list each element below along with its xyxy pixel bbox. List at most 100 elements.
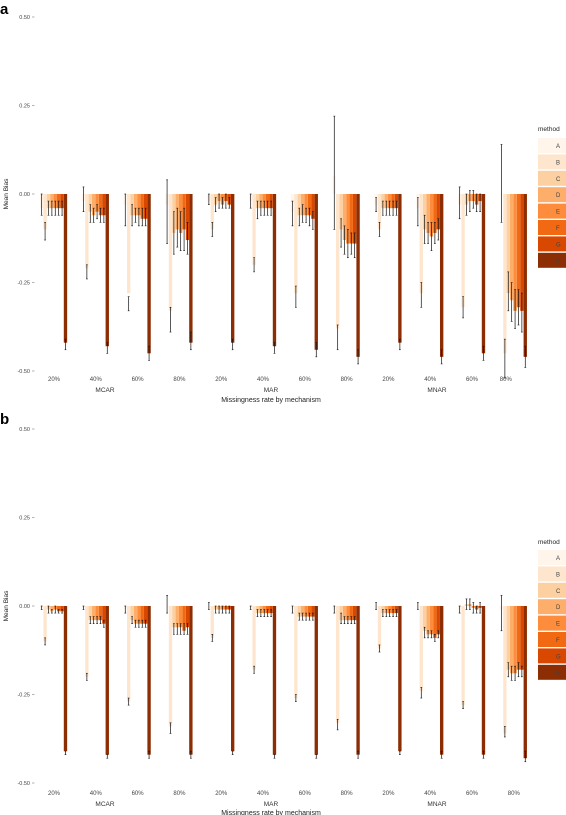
bar-group-mnar-20 [374, 602, 402, 755]
x-axis-label: Missingness rate by mechanism [221, 397, 321, 404]
bar-method-g [520, 606, 524, 670]
y-tick-label: -0.25 [17, 281, 30, 287]
bar-method-d [342, 606, 347, 621]
bar-method-c [130, 606, 134, 621]
bar-method-b [43, 194, 47, 230]
bar-group-mar-60 [290, 605, 318, 759]
bar-method-d [92, 606, 96, 621]
legend-swatch-f [538, 220, 566, 235]
x-tick-label: 60% [132, 377, 145, 383]
bar-method-d [175, 606, 179, 628]
legend: method A B C D E F G H [538, 539, 566, 680]
legend-swatch-a [538, 138, 566, 153]
panel-b: b 0.50 0.25 0.00 -0.25 -0.50 Mean Bias 20% 40% 60… [0, 411, 566, 815]
bar-method-h [105, 606, 109, 755]
bar-method-g [311, 606, 315, 617]
bar-method-b [210, 606, 214, 638]
bar-method-g [353, 194, 357, 244]
legend-title: method [538, 126, 560, 133]
bar-group-mnar-80 [499, 144, 527, 379]
bar-group-mnar-60 [458, 598, 486, 759]
bar-method-c [506, 194, 510, 294]
bar-method-b [377, 194, 382, 230]
bar-group-mar-80 [332, 115, 360, 365]
bar-method-h [523, 606, 527, 759]
bar-method-h [523, 194, 527, 357]
bar-method-e [429, 606, 434, 635]
bar-method-h [398, 194, 402, 343]
bar-method-f [182, 606, 186, 631]
bar-method-h [440, 606, 444, 755]
x-tick-label: 80% [508, 791, 521, 797]
legend-swatch-f [538, 632, 566, 647]
bar-method-f [349, 194, 353, 244]
legend-swatch-c [538, 170, 566, 186]
y-tick-label: 0.00 [19, 604, 30, 610]
legend-label: B [556, 572, 560, 578]
bar-method-g [185, 194, 190, 241]
legend-swatch-b [538, 566, 566, 582]
bar-group-mnar-60 [458, 186, 486, 361]
legend-swatch-h [538, 252, 566, 268]
legend-label: A [556, 144, 560, 150]
legend-swatch-h [538, 664, 566, 680]
bar-group-mcar-80 [165, 595, 193, 759]
x-tick-label: 60% [132, 791, 145, 797]
bar-method-f [140, 606, 144, 624]
bar-method-f [433, 194, 437, 233]
x-tick-label: 40% [90, 791, 103, 797]
bar-method-b [210, 194, 214, 230]
legend-label: G [556, 242, 561, 248]
bar-method-f [140, 194, 144, 219]
x-tick-label: 60% [299, 791, 312, 797]
bar-method-h [356, 606, 360, 755]
bar-method-b [503, 194, 507, 354]
bar-method-g [60, 606, 64, 612]
bar-method-h [231, 606, 235, 752]
bar-group-mcar-80 [165, 179, 193, 351]
bar-group-mar-20 [207, 602, 235, 755]
bar-method-h [63, 194, 68, 343]
bar-method-b [85, 194, 89, 269]
bar-method-f [307, 194, 312, 216]
bar-group-mnar-40 [416, 602, 444, 759]
bar-method-h [147, 194, 151, 354]
legend-label: A [556, 556, 560, 562]
x-tick-label: 40% [257, 377, 270, 383]
bar-method-h [272, 194, 277, 347]
bar-method-h [272, 606, 277, 755]
bar-method-f [516, 606, 521, 670]
bar-group-mar-60 [290, 194, 318, 358]
legend-label: C [556, 177, 561, 183]
bar-group-mcar-20 [40, 605, 68, 755]
bar-method-g [102, 194, 106, 216]
bar-method-b [294, 606, 298, 699]
x-tick-label: 40% [424, 377, 437, 383]
bar-method-e [429, 194, 434, 237]
bar-method-g [353, 606, 357, 621]
x-tick-label: 60% [299, 377, 312, 383]
bar-method-e [346, 194, 350, 244]
x-tick-label: 80% [173, 377, 186, 383]
bar-group-mar-40 [249, 193, 277, 354]
x-tick-label: 20% [382, 791, 395, 797]
legend-label: H [556, 671, 560, 677]
bar-method-h [189, 194, 193, 343]
bar-method-h [231, 194, 235, 343]
legend-swatch-d [538, 599, 566, 615]
mechanism-label: MNAR [427, 387, 446, 394]
legend-label: D [556, 605, 561, 611]
x-tick-label: 40% [424, 791, 437, 797]
bar-method-b [168, 606, 173, 727]
bar-method-b [419, 606, 423, 691]
bar-method-h [314, 606, 318, 755]
bar-method-e [179, 606, 183, 628]
bar-method-h [189, 606, 193, 755]
bar-method-e [95, 194, 99, 212]
bar-group-mnar-80 [499, 595, 527, 763]
bar-method-h [63, 606, 68, 752]
y-axis-label: Mean Bias [3, 590, 10, 621]
bar-method-c [297, 606, 301, 617]
x-tick-label: 80% [341, 377, 354, 383]
bar-method-b [43, 606, 47, 642]
